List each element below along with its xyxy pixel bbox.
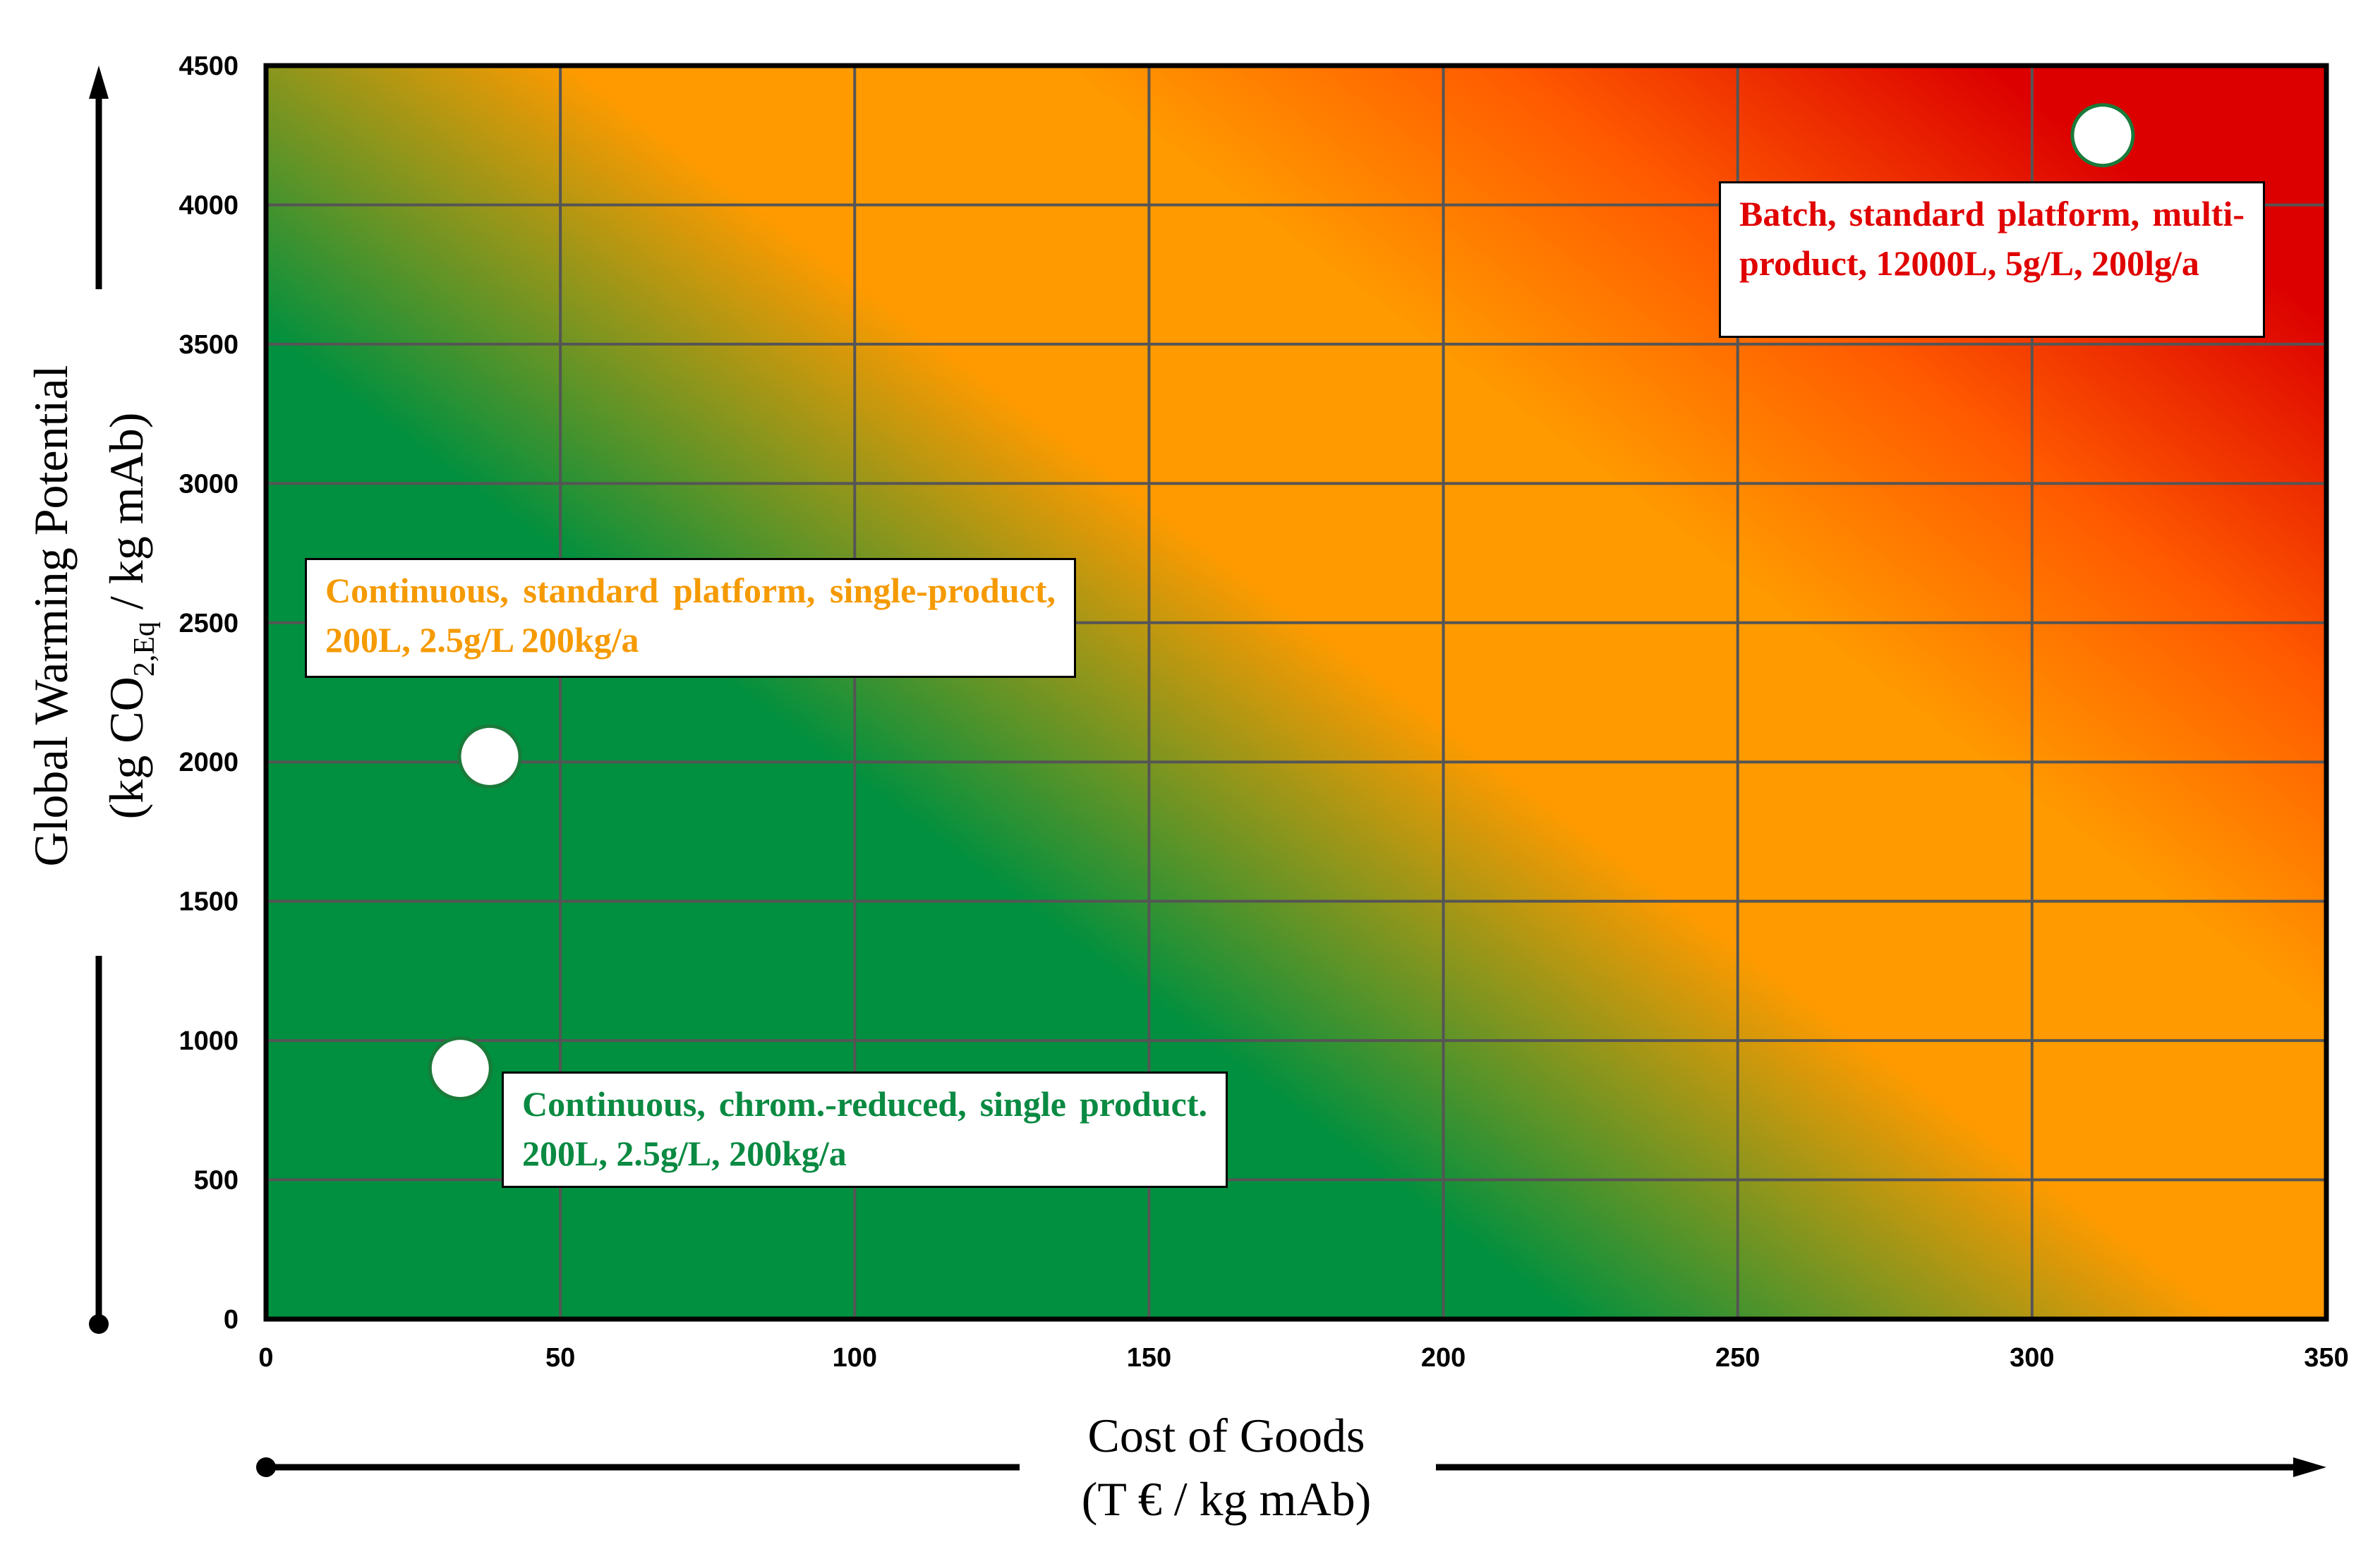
- label-continuous-chrom-reduced: Continuous, chrom.-reduced, single produ…: [502, 1072, 1228, 1188]
- data-point-continuous-standard: [457, 724, 522, 789]
- y-axis-arrow: [89, 66, 109, 1334]
- x-tick-label: 350: [2304, 1343, 2348, 1373]
- x-axis-arrow: [256, 1457, 2326, 1477]
- label-continuous-standard: Continuous, standard platform, single-pr…: [305, 558, 1076, 678]
- x-tick-label: 250: [1715, 1343, 1760, 1373]
- y-tick-label: 2000: [179, 748, 238, 777]
- x-axis-ticks: 0 50 100 150 200 250 300 350: [258, 1343, 2348, 1373]
- y-tick-label: 4000: [179, 190, 238, 220]
- x-tick-label: 50: [545, 1343, 575, 1373]
- y-tick-label: 0: [224, 1305, 238, 1335]
- y-tick-label: 4500: [179, 51, 238, 81]
- x-tick-label: 150: [1127, 1343, 1171, 1373]
- data-points: [428, 103, 2135, 1101]
- y-tick-label: 3500: [179, 330, 238, 360]
- x-tick-label: 300: [2010, 1343, 2054, 1373]
- y-tick-label: 1500: [179, 887, 238, 917]
- y-axis-ticks: 0 500 1000 1500 2000 2500 3000 3500 4000 4500: [179, 51, 238, 1335]
- data-point-batch-standard: [2070, 103, 2135, 168]
- y-tick-label: 3000: [179, 469, 238, 499]
- label-batch-standard: Batch, standard platform, multi-product,…: [1719, 181, 2265, 338]
- plot-frame: [263, 63, 2329, 1322]
- y-tick-label: 2500: [179, 609, 238, 638]
- y-tick-label: 500: [194, 1166, 238, 1196]
- y-tick-label: 1000: [179, 1026, 238, 1056]
- x-tick-label: 0: [258, 1343, 273, 1373]
- y-axis-title-line2: (kg CO2,Eq / kg mAb): [99, 413, 161, 820]
- x-tick-label: 200: [1421, 1343, 1466, 1373]
- x-tick-label: 100: [833, 1343, 877, 1373]
- x-axis-title-line1: Cost of Goods: [1088, 1409, 1365, 1462]
- x-axis-title-line2: (T € / kg mAb): [1082, 1472, 1372, 1526]
- grid-lines: [266, 66, 2326, 1319]
- data-point-continuous-chrom-reduced: [428, 1036, 493, 1101]
- y-axis-title-line1: Global Warming Potential: [24, 365, 78, 867]
